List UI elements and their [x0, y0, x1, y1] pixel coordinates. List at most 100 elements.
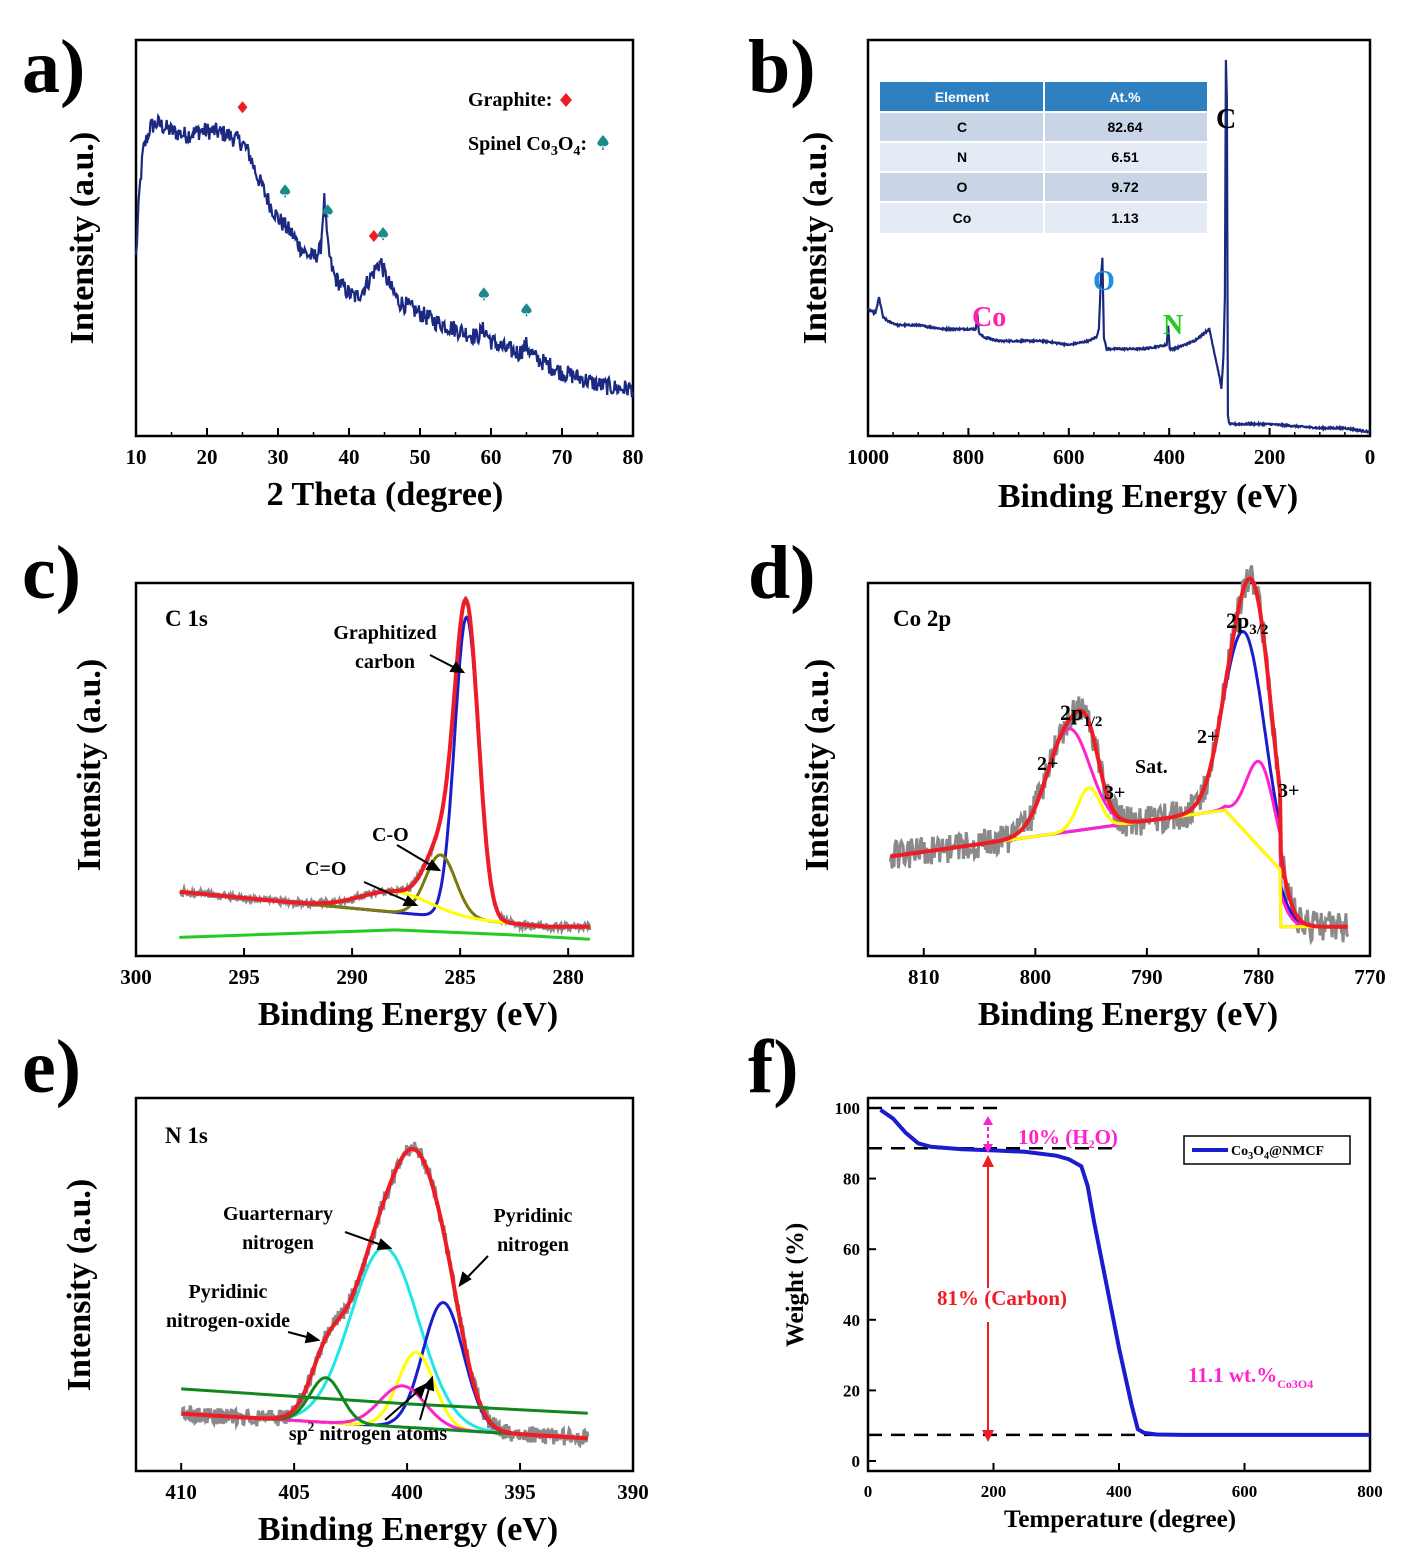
envelope-curve	[890, 576, 1348, 929]
legend-co3o4: Co3O4@NMCF	[1231, 1144, 1324, 1162]
peak-label-o: O	[1093, 266, 1115, 297]
ticks-f: 0 200 400 600 800 0 20 40 60 80 100	[835, 1099, 1383, 1501]
x-tick-label: 295	[228, 965, 260, 989]
annotation-pyridinic-2: nitrogen	[497, 1234, 569, 1256]
panel-e: 410 405 400 395 390 N 1s Binding Energy (eV)…	[61, 1096, 649, 1548]
x-tick-label: 405	[278, 1480, 310, 1504]
annotation-co2-right: 2+	[1197, 726, 1218, 748]
x-tick-label: 600	[1053, 445, 1085, 469]
legend-spinel: Spinel Co3O4:	[468, 133, 587, 159]
xps-survey-curve	[867, 59, 1371, 434]
ticks-a: 10 20 30 40 50 60 70 80	[126, 428, 644, 469]
xrd-curve	[134, 112, 634, 398]
x-tick-label: 50	[410, 445, 431, 469]
legend-sub: 4	[1264, 1151, 1269, 1162]
x-tick-label: 0	[1365, 445, 1376, 469]
ticks-c: 300 295 290 285 280	[120, 948, 584, 989]
annotation-2p32-main: 2p	[1226, 608, 1249, 633]
baseline-curve	[181, 1387, 588, 1415]
legend-spinel-part: :	[580, 133, 587, 155]
annotation-sp2-sup: 2	[308, 1419, 315, 1434]
legend-part: O	[1253, 1144, 1264, 1159]
spinel-peak-marker	[521, 303, 532, 317]
y-tick-label: 60	[843, 1240, 860, 1259]
legend-part: Co	[1231, 1144, 1248, 1159]
annotation-co3o4: 11.1 wt.%Co3O4	[1188, 1363, 1313, 1391]
panel-label-a: a)	[22, 25, 85, 109]
annotation-co3o4-sub: Co3O4	[1277, 1377, 1313, 1391]
ylabel-b: Intensity (a.u.)	[797, 132, 834, 345]
panel-label-e: e)	[22, 1025, 81, 1109]
annotation-2p32: 2p3/2	[1226, 608, 1268, 638]
ylabel-d: Intensity (a.u.)	[799, 659, 836, 872]
arrow-head	[402, 895, 419, 906]
xlabel-e: Binding Energy (eV)	[258, 1511, 558, 1548]
tga-curve	[879, 1108, 1370, 1437]
y-tick-label: 40	[843, 1311, 860, 1330]
annotation-pyridinic: Pyridinic	[494, 1205, 573, 1227]
annotation-arrows-e	[287, 1231, 489, 1421]
arrow-head	[458, 1271, 472, 1288]
x-tick-label: 400	[1106, 1482, 1132, 1501]
x-tick-label: 10	[126, 445, 147, 469]
annotation-sp2-post: nitrogen atoms	[314, 1423, 447, 1445]
x-tick-label: 0	[864, 1482, 873, 1501]
panel-b: 1000 800 600 400 200 0 Binding Energy (eV) In…	[797, 38, 1376, 515]
legend-spinel-sub4: 4	[573, 144, 580, 159]
ylabel-e: Intensity (a.u.)	[61, 1179, 98, 1392]
table-cell: 82.64	[1107, 119, 1142, 135]
fit-curves-e	[180, 1141, 590, 1449]
ylabel-a: Intensity (a.u.)	[64, 132, 101, 345]
annotation-c-eq-o: C=O	[305, 858, 346, 880]
peak-label-c: C	[1216, 104, 1236, 135]
annotation-guarternary-2: nitrogen	[242, 1232, 314, 1254]
arrow-head	[982, 1430, 994, 1442]
y-tick-label: 0	[852, 1452, 861, 1471]
table-cell: O	[957, 179, 968, 195]
axes-frame-d	[866, 581, 1372, 958]
arrow-head	[376, 1238, 393, 1251]
x-tick-label: 290	[336, 965, 368, 989]
xlabel-f: Temperature (degree)	[1004, 1506, 1236, 1533]
panel-d: 810 800 790 780 770 Co 2p Binding Energy (eV…	[799, 565, 1386, 1033]
annotation-sat: Sat.	[1135, 756, 1168, 778]
table-cell: N	[957, 149, 967, 165]
x-tick-label: 780	[1243, 965, 1275, 989]
arrow-head	[422, 1375, 435, 1392]
annotation-pyridinic-oxide: Pyridinic	[189, 1281, 268, 1303]
spinel-peak-marker	[478, 287, 490, 301]
x-tick-label: 40	[339, 445, 360, 469]
x-tick-label: 300	[120, 965, 152, 989]
panel-e-title: N 1s	[165, 1123, 208, 1148]
x-tick-label: 1000	[847, 445, 889, 469]
annotation-c-o: C-O	[372, 824, 409, 846]
annotation-arrows-f	[982, 1116, 994, 1442]
graphite-peak-marker	[237, 101, 248, 114]
panel-a: 10 20 30 40 50 60 70 80 2 Theta (degree) Intens…	[64, 38, 644, 513]
table-cell: 6.51	[1111, 149, 1138, 165]
baseline-curve	[179, 928, 590, 941]
legend-spinel-sub3: 3	[551, 144, 558, 159]
fit-curves-c	[178, 596, 592, 941]
y-tick-label: 100	[835, 1099, 861, 1118]
annotation-2p12-main: 2p	[1060, 700, 1083, 725]
annotation-arrows-c	[363, 654, 466, 906]
y-tick-label: 20	[843, 1381, 860, 1400]
spinel-marker-icon	[597, 135, 609, 150]
envelope-curve	[182, 1147, 588, 1441]
annotation-2p12-sub: 1/2	[1083, 714, 1102, 730]
arrow-head	[304, 1331, 321, 1344]
x-tick-label: 400	[391, 1480, 423, 1504]
legend-graphite: Graphite:	[468, 89, 552, 111]
legend-sub: 3	[1248, 1151, 1253, 1162]
annotation-guarternary: Guarternary	[223, 1203, 333, 1225]
panel-d-title: Co 2p	[893, 606, 951, 631]
x-tick-label: 600	[1232, 1482, 1258, 1501]
xlabel-a: 2 Theta (degree)	[267, 476, 504, 513]
x-tick-label: 20	[197, 445, 218, 469]
legend-spinel-part: Spinel Co	[468, 133, 551, 155]
panel-label-f: f)	[748, 1025, 799, 1109]
panel-label-d: d)	[748, 531, 816, 615]
table-cell: C	[957, 119, 967, 135]
